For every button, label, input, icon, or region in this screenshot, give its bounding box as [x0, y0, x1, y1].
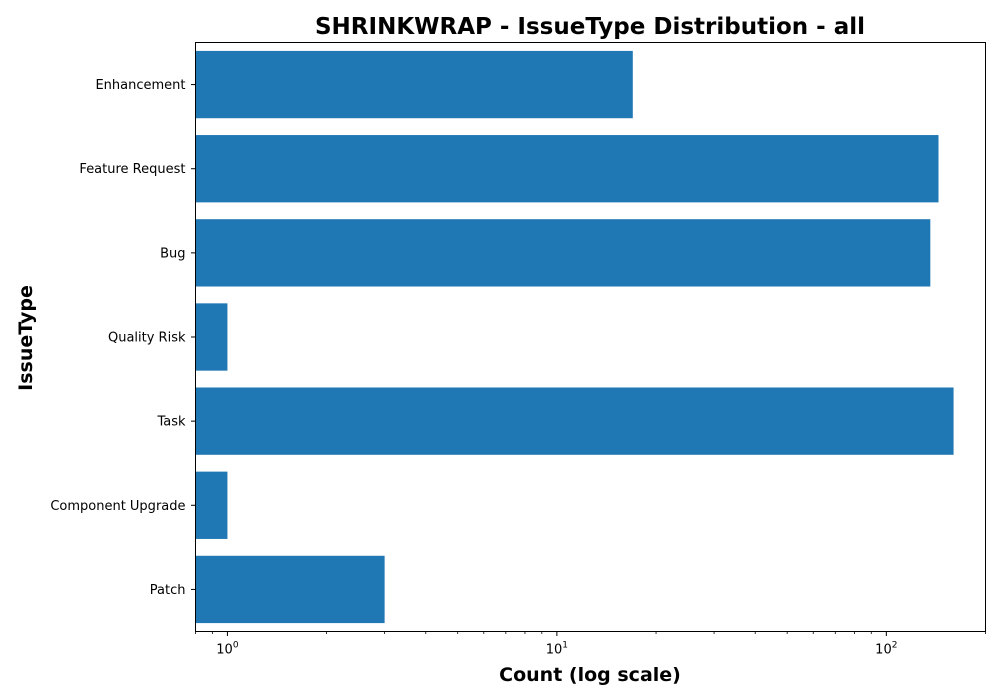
- y-tick-label: Component Upgrade: [50, 499, 185, 514]
- bar-bug: [195, 219, 931, 287]
- bars-group: [195, 50, 954, 624]
- y-tick-label: Patch: [150, 583, 186, 598]
- plot-frame: [195, 42, 986, 632]
- x-tick-label: 100: [216, 641, 239, 658]
- y-tick-label: Task: [156, 415, 186, 430]
- bar-component-upgrade: [195, 471, 228, 539]
- chart-title: SHRINKWRAP - IssueType Distribution - al…: [315, 14, 865, 40]
- bar-task: [195, 387, 954, 455]
- y-axis-title: IssueType: [15, 285, 37, 391]
- y-tick-label: Bug: [160, 246, 185, 261]
- x-tick-label: 102: [875, 641, 897, 658]
- bar-quality-risk: [195, 303, 228, 371]
- y-tick-label: Feature Request: [79, 162, 185, 177]
- x-axis: 100 101 102: [195, 631, 986, 658]
- y-axis: Patch Component Upgrade Task Quality Risk Bu…: [50, 78, 196, 598]
- x-tick-label: 101: [546, 641, 568, 658]
- x-axis-title: Count (log scale): [499, 664, 681, 686]
- bar-feature-request: [195, 135, 939, 203]
- y-tick-label: Enhancement: [95, 78, 185, 93]
- bar-enhancement: [195, 50, 633, 119]
- y-tick-label: Quality Risk: [108, 331, 186, 346]
- bar-patch: [195, 555, 385, 624]
